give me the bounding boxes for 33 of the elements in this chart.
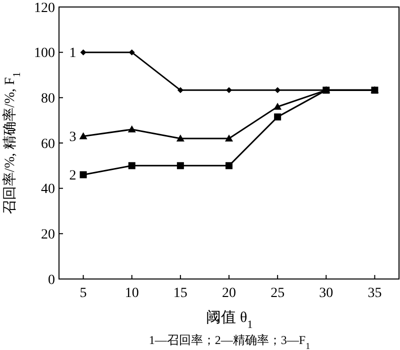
point — [177, 87, 184, 94]
point — [226, 87, 232, 94]
y-tick-label: 40 — [41, 182, 55, 198]
point — [176, 134, 184, 142]
series-label: 1 — [69, 46, 76, 62]
y-tick-label: 120 — [34, 0, 55, 16]
text: 1—召回率；2—精确率；3—F$_{1}$ — [148, 333, 310, 350]
point — [128, 125, 136, 132]
point — [274, 102, 282, 110]
y-tick-label: 100 — [34, 46, 55, 62]
y-tick-label: 20 — [41, 228, 55, 243]
x-tick-label: 30 — [319, 286, 334, 301]
point — [128, 162, 136, 170]
x-tick-label: 15 — [173, 286, 188, 301]
x-axis-title: 阈值 θ$_{1}$ — [206, 309, 253, 331]
series-label: 3 — [69, 130, 76, 146]
y-tick-label: 0 — [48, 272, 55, 288]
point — [128, 49, 135, 56]
x-tick-label: 25 — [270, 286, 285, 301]
point — [79, 132, 88, 140]
y-tick-label: 60 — [41, 136, 55, 152]
point — [80, 171, 87, 178]
point — [225, 134, 233, 142]
y-tick-label: 80 — [41, 92, 55, 107]
point — [274, 113, 282, 120]
x-tick-label: 35 — [368, 286, 382, 301]
x-tick-label: 5 — [80, 286, 87, 301]
point — [176, 162, 184, 170]
x-tick-label: 20 — [222, 286, 236, 301]
point — [80, 49, 86, 56]
point — [226, 162, 232, 170]
series-label: 2 — [69, 168, 76, 184]
x-tick-label: 10 — [124, 286, 139, 301]
